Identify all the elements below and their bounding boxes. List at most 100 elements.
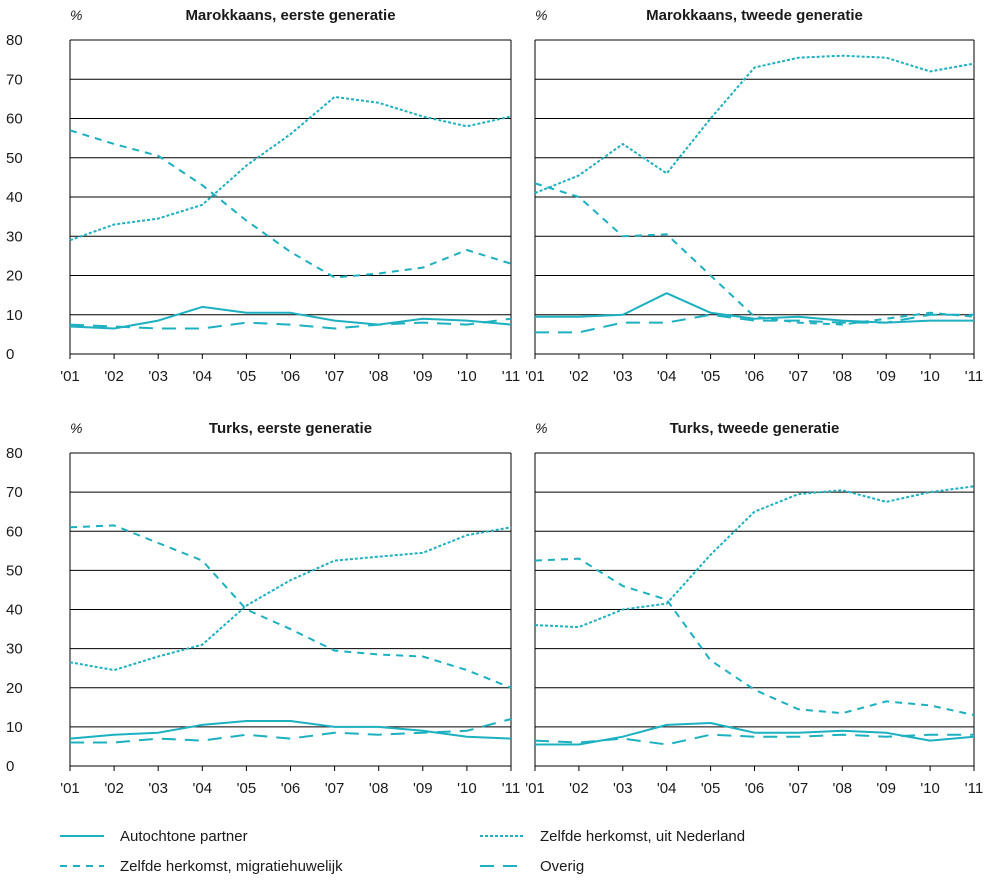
legend-swatch-dotted [480,835,524,837]
y-tick-label: 70 [6,71,23,88]
series-line-solid [535,722,975,746]
legend-item-uit-nederland: Zelfde herkomst, uit Nederland [480,824,745,848]
x-tick-label: '04 [193,780,213,797]
x-tick-label: '06 [745,780,765,797]
unit-label: % [535,7,547,23]
legend-swatch-solid [60,835,104,837]
x-tick-label: '09 [413,780,433,797]
panel-title: Turks, tweede generatie [670,420,840,437]
x-tick-label: '11 [502,780,520,797]
panel-title: Marokkaans, eerste generatie [185,7,395,24]
y-tick-label: 30 [6,228,23,245]
x-tick-label: '01 [525,368,545,385]
series-line-dashed [69,524,512,689]
x-tick-label: '11 [965,780,983,797]
x-tick-label: '04 [657,780,677,797]
x-tick-label: '08 [369,780,389,797]
y-tick-label: 50 [6,150,23,167]
x-tick-label: '10 [920,780,940,797]
series-line-solid [69,720,512,740]
y-tick-label: 30 [6,641,23,658]
x-tick-label: '05 [237,368,257,385]
legend-item-overig: Overig [480,854,584,878]
legend-label: Zelfde herkomst, migratiehuwelijk [120,857,343,875]
series-line-longdash [534,733,974,746]
x-tick-label: '02 [569,368,589,385]
x-tick-label: '06 [745,368,765,385]
y-tick-label: 80 [6,445,23,462]
y-tick-label: 40 [6,189,23,206]
y-tick-label: 20 [6,680,23,697]
unit-label: % [70,7,82,23]
series-line-solid [69,305,512,330]
x-tick-label: '01 [60,368,80,385]
x-tick-label: '06 [281,780,301,797]
chart-panel-2: '01 '02 '03 '04 '05 '06 '07 '08 '09 '10 '11% Marokk… [525,7,983,385]
x-tick-label: '10 [457,780,477,797]
x-tick-label: '08 [369,368,389,385]
legend: Autochtone partner Zelfde herkomst, uit … [60,824,960,884]
chart-panel-4: '01 '02 '03 '04 '05 '06 '07 '08 '09 '10 '11% Turks,… [525,420,983,797]
x-tick-label: '10 [920,368,940,385]
legend-label: Zelfde herkomst, uit Nederland [540,827,746,845]
series-line-solid [535,292,974,324]
series-line-dotted [69,526,512,672]
x-tick-label: '05 [237,780,257,797]
legend-swatch-longdash [480,865,524,867]
x-tick-label: '03 [148,780,168,797]
x-tick-label: '07 [789,368,809,385]
x-tick-label: '09 [876,368,896,385]
y-tick-label: 80 [6,32,23,49]
y-tick-label: 10 [6,719,23,736]
series-line-dotted [69,95,512,242]
x-tick-label: '02 [104,780,124,797]
y-tick-label: 70 [6,484,23,501]
x-tick-label: '08 [833,780,853,797]
x-tick-label: '07 [325,368,345,385]
x-tick-label: '01 [525,780,545,797]
chart-panel-1: 0 10 20 30 40 50 60 70 80 '01 '02 '03 '04 '05 '06 '07 '0… [6,7,520,385]
x-tick-label: '01 [60,780,80,797]
x-tick-label: '05 [701,368,721,385]
legend-item-migratiehuwelijk: Zelfde herkomst, migratiehuwelijk [60,854,343,878]
x-tick-label: '08 [833,368,853,385]
x-tick-label: '09 [876,780,896,797]
x-tick-label: '03 [613,780,633,797]
x-tick-label: '03 [148,368,168,385]
series-line-dashed [534,182,975,326]
series-line-dotted [534,485,975,629]
x-tick-label: '06 [281,368,301,385]
y-tick-label: 60 [6,111,23,128]
series-line-longdash [69,317,512,330]
panel-title: Marokkaans, tweede generatie [646,7,863,24]
x-tick-label: '02 [104,368,124,385]
unit-label: % [70,420,82,436]
y-tick-label: 0 [6,346,14,363]
x-tick-label: '05 [701,780,721,797]
x-tick-label: '11 [502,368,520,385]
y-tick-label: 10 [6,307,23,324]
panel-title: Turks, eerste generatie [209,420,372,437]
x-tick-label: '07 [325,780,345,797]
x-tick-label: '02 [569,780,589,797]
x-tick-label: '04 [657,368,677,385]
legend-label: Autochtone partner [120,827,248,845]
y-tick-label: 0 [6,758,14,775]
legend-swatch-dashed [60,865,104,867]
y-tick-label: 20 [6,268,23,285]
x-tick-label: '10 [457,368,477,385]
legend-label: Overig [540,857,585,875]
legend-item-autochtone: Autochtone partner [60,824,248,848]
series-line-dashed [534,557,975,717]
series-line-dashed [69,129,512,279]
y-tick-label: 50 [6,562,23,579]
series-line-longdash [70,718,512,744]
x-tick-label: '04 [193,368,213,385]
x-tick-label: '09 [413,368,433,385]
y-tick-label: 60 [6,523,23,540]
x-tick-label: '03 [613,368,633,385]
x-tick-label: '07 [789,780,809,797]
y-tick-label: 40 [6,602,23,619]
x-tick-label: '11 [965,368,983,385]
